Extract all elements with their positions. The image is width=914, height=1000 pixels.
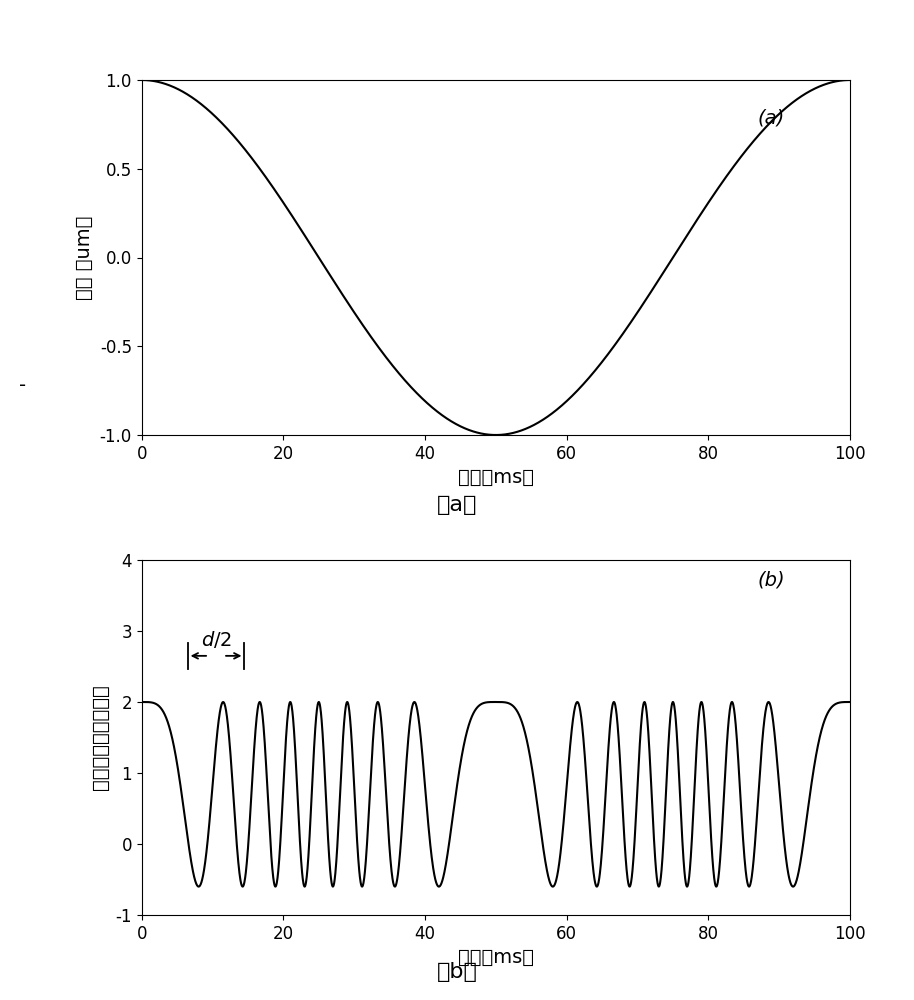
Y-axis label: 位移 （um）: 位移 （um） bbox=[75, 215, 94, 300]
X-axis label: 时间（ms）: 时间（ms） bbox=[458, 948, 534, 967]
Text: （b）: （b） bbox=[437, 962, 477, 982]
Text: （a）: （a） bbox=[437, 495, 477, 515]
Y-axis label: 干涉信号（无量纲）: 干涉信号（无量纲） bbox=[90, 685, 110, 790]
Text: (b): (b) bbox=[758, 571, 785, 590]
X-axis label: 时间（ms）: 时间（ms） bbox=[458, 468, 534, 487]
Text: $d/2$: $d/2$ bbox=[201, 629, 231, 650]
Text: -: - bbox=[19, 375, 27, 394]
Text: (a): (a) bbox=[758, 108, 785, 127]
